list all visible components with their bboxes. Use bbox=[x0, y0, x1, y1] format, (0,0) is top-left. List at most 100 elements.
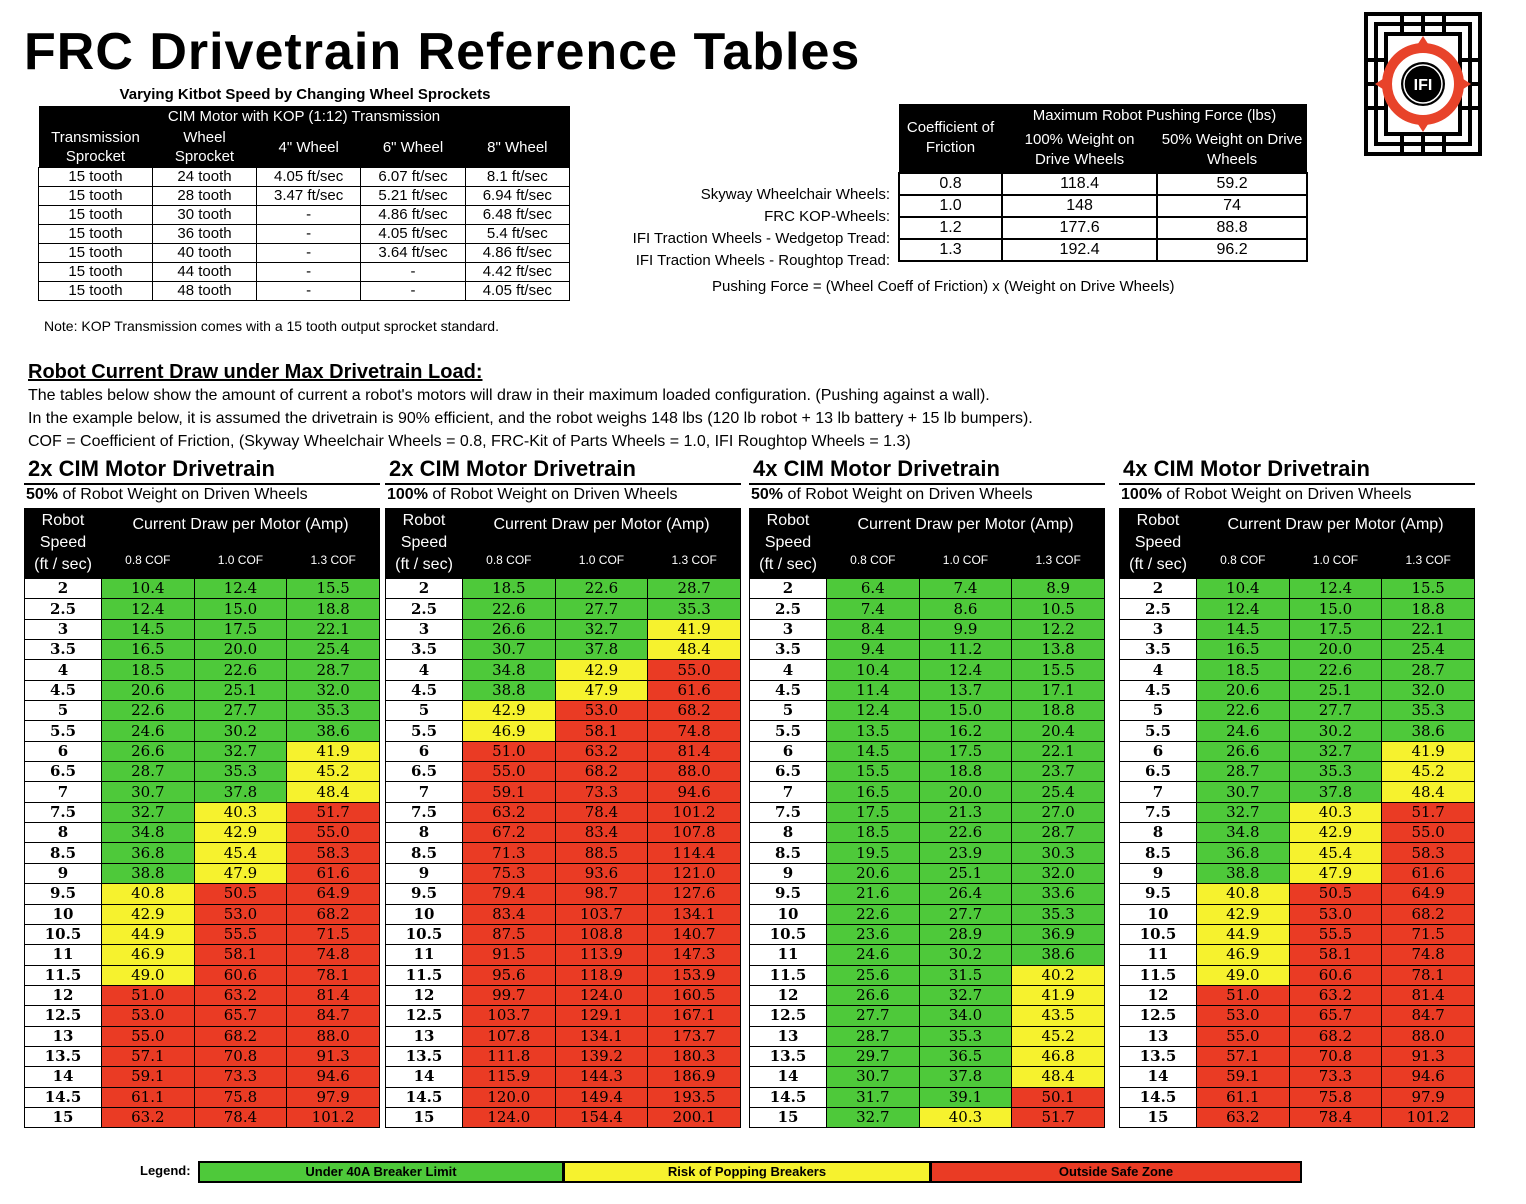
current-cell: 27.7 bbox=[826, 1005, 920, 1027]
speed-cell: 12 bbox=[749, 984, 827, 1007]
current-cell: 59.1 bbox=[1196, 1066, 1290, 1088]
current-cell: 73.3 bbox=[554, 781, 649, 803]
current-draw-table: Robot Speed (ft / sec) Current Draw per Mot… bbox=[24, 508, 380, 1129]
table-row: 8 34.8 42.9 55.0 bbox=[24, 822, 380, 844]
current-cell: 40.3 bbox=[193, 801, 288, 824]
current-cell: 22.6 bbox=[1196, 700, 1290, 722]
speed-cell: 7 bbox=[385, 781, 463, 803]
current-cell: 103.7 bbox=[554, 903, 649, 925]
current-cell: 55.0 bbox=[1381, 822, 1475, 844]
table-row: 14 59.1 73.3 94.6 bbox=[24, 1066, 380, 1088]
current-cell: 15.5 bbox=[826, 761, 920, 783]
current-cell: 34.8 bbox=[1196, 822, 1290, 844]
table-row: 5.5 46.9 58.1 74.8 bbox=[385, 720, 741, 742]
current-cell: 17.5 bbox=[826, 801, 920, 824]
table-cell: 15 tooth bbox=[38, 205, 153, 225]
table-row: 15 124.0 154.4 200.1 bbox=[385, 1106, 741, 1129]
current-cell: 51.7 bbox=[286, 801, 380, 824]
current-cell: 35.3 bbox=[1011, 903, 1105, 925]
current-cell: 22.1 bbox=[1381, 618, 1475, 641]
current-cell: 25.1 bbox=[918, 862, 1013, 885]
speed-cell: 2.5 bbox=[24, 598, 102, 620]
speed-cell: 4.5 bbox=[385, 679, 463, 702]
table-row: 10.5 44.9 55.5 71.5 bbox=[24, 923, 380, 946]
speed-cell: 5.5 bbox=[749, 720, 827, 742]
current-cell: 51.0 bbox=[101, 984, 195, 1007]
table-cell: 88.8 bbox=[1156, 216, 1308, 240]
current-cell: 15.0 bbox=[193, 598, 288, 620]
current-cell: 22.6 bbox=[101, 700, 195, 722]
table-cell: 15 tooth bbox=[38, 281, 153, 301]
table-cell: 1.3 bbox=[898, 238, 1003, 262]
current-cell: 32.0 bbox=[1381, 679, 1475, 702]
table-cell: 1.2 bbox=[898, 216, 1003, 240]
speed-cell: 11.5 bbox=[385, 964, 463, 986]
current-draw-table: Robot Speed (ft / sec) Current Draw per Mot… bbox=[385, 508, 741, 1129]
speed-cell: 10.5 bbox=[24, 923, 102, 946]
current-cell: 40.8 bbox=[1196, 883, 1290, 905]
speed-header-line: Speed bbox=[39, 534, 87, 551]
table-cell: 96.2 bbox=[1156, 238, 1308, 262]
table-row: 6 51.0 63.2 81.4 bbox=[385, 740, 741, 763]
speed-cell: 8 bbox=[1119, 822, 1197, 844]
current-cell: 160.5 bbox=[647, 984, 741, 1007]
current-cell: 99.7 bbox=[462, 984, 556, 1007]
current-cell: 9.4 bbox=[826, 639, 920, 661]
current-cell: 28.7 bbox=[286, 659, 380, 681]
current-cell: 14.5 bbox=[1196, 618, 1290, 641]
table-cell: 6.48 ft/sec bbox=[464, 205, 571, 225]
current-cell: 16.5 bbox=[1196, 639, 1290, 661]
current-cell: 28.7 bbox=[647, 577, 741, 600]
table-row: 7 30.7 37.8 48.4 bbox=[1119, 781, 1475, 803]
intro-line: COF = Coefficient of Friction, (Skyway W… bbox=[28, 433, 911, 450]
table-row: 8 18.5 22.6 28.7 bbox=[749, 822, 1105, 844]
table-row: 9.5 40.8 50.5 64.9 bbox=[1119, 883, 1475, 905]
current-cell: 7.4 bbox=[826, 598, 920, 620]
logo-text: IFI bbox=[1414, 77, 1433, 94]
current-cell: 75.8 bbox=[1288, 1086, 1383, 1108]
current-cell: 35.3 bbox=[918, 1025, 1013, 1047]
table-cell: 30 tooth bbox=[152, 205, 257, 225]
drivetrain-panel: 4x CIM Motor Drivetrain 50% of Robot Weig… bbox=[749, 455, 1105, 1129]
current-cell: 37.8 bbox=[554, 639, 649, 661]
current-cell: 48.4 bbox=[647, 639, 741, 661]
speed-cell: 8 bbox=[749, 822, 827, 844]
table-cell: - bbox=[255, 281, 362, 301]
current-cell: 38.6 bbox=[286, 720, 380, 742]
current-cell: 144.3 bbox=[554, 1066, 649, 1088]
current-cell: 87.5 bbox=[462, 923, 556, 946]
current-cell: 55.0 bbox=[101, 1025, 195, 1047]
speed-cell: 13 bbox=[385, 1025, 463, 1047]
current-cell: 167.1 bbox=[647, 1005, 741, 1027]
table-row: 15 tooth 28 tooth 3.47 ft/sec 5.21 ft/sec 6.… bbox=[38, 186, 571, 206]
current-cell: 94.6 bbox=[1381, 1066, 1475, 1088]
col-robot-speed: Robot Speed (ft / sec) bbox=[385, 508, 463, 579]
speed-header-line: Speed bbox=[400, 534, 448, 551]
current-cell: 58.1 bbox=[193, 944, 288, 966]
current-cell: 149.4 bbox=[554, 1086, 649, 1108]
current-cell: 97.9 bbox=[1381, 1086, 1475, 1108]
current-cell: 61.1 bbox=[101, 1086, 195, 1108]
current-cell: 46.8 bbox=[1011, 1045, 1105, 1068]
current-cell: 57.1 bbox=[101, 1045, 195, 1068]
table-row: 13 107.8 134.1 173.7 bbox=[385, 1025, 741, 1047]
speed-cell: 11.5 bbox=[1119, 964, 1197, 986]
current-cell: 58.1 bbox=[554, 720, 649, 742]
current-cell: 68.2 bbox=[286, 903, 380, 925]
current-cell: 81.4 bbox=[286, 984, 380, 1007]
current-cell: 81.4 bbox=[1381, 984, 1475, 1007]
current-cell: 91.3 bbox=[1381, 1045, 1475, 1068]
table-row: 9 75.3 93.6 121.0 bbox=[385, 862, 741, 885]
current-cell: 35.3 bbox=[193, 761, 288, 783]
current-draw-table: Robot Speed (ft / sec) Current Draw per Mot… bbox=[1119, 508, 1475, 1129]
table-row: 7 30.7 37.8 48.4 bbox=[24, 781, 380, 803]
current-cell: 37.8 bbox=[1288, 781, 1383, 803]
current-cell: 16.2 bbox=[918, 720, 1013, 742]
current-cell: 38.6 bbox=[1011, 944, 1105, 966]
current-cell: 25.1 bbox=[1288, 679, 1383, 702]
current-cell: 78.1 bbox=[1381, 964, 1475, 986]
current-cell: 23.7 bbox=[1011, 761, 1105, 783]
table-cell: 6.94 ft/sec bbox=[464, 186, 571, 206]
speed-cell: 7 bbox=[749, 781, 827, 803]
speed-header-line: (ft / sec) bbox=[1129, 556, 1187, 573]
